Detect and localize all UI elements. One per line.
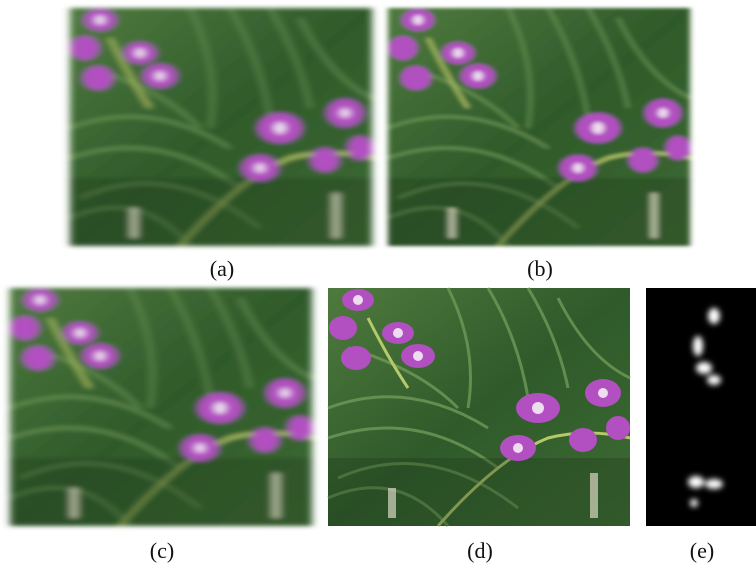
panel-label: (c) — [150, 538, 174, 563]
panel-a-image — [70, 8, 372, 246]
panel-b-image — [388, 8, 690, 246]
panel-label: (e) — [690, 538, 714, 563]
figure: (a) (b) (c) (d) (e) — [0, 0, 756, 567]
panel-c-image — [10, 288, 312, 526]
panel-e-kernel — [646, 288, 756, 526]
panel-label: (d) — [467, 538, 493, 563]
panel-label: (b) — [527, 256, 553, 281]
panel-label: (a) — [210, 256, 234, 281]
panel-d-image — [328, 288, 630, 526]
